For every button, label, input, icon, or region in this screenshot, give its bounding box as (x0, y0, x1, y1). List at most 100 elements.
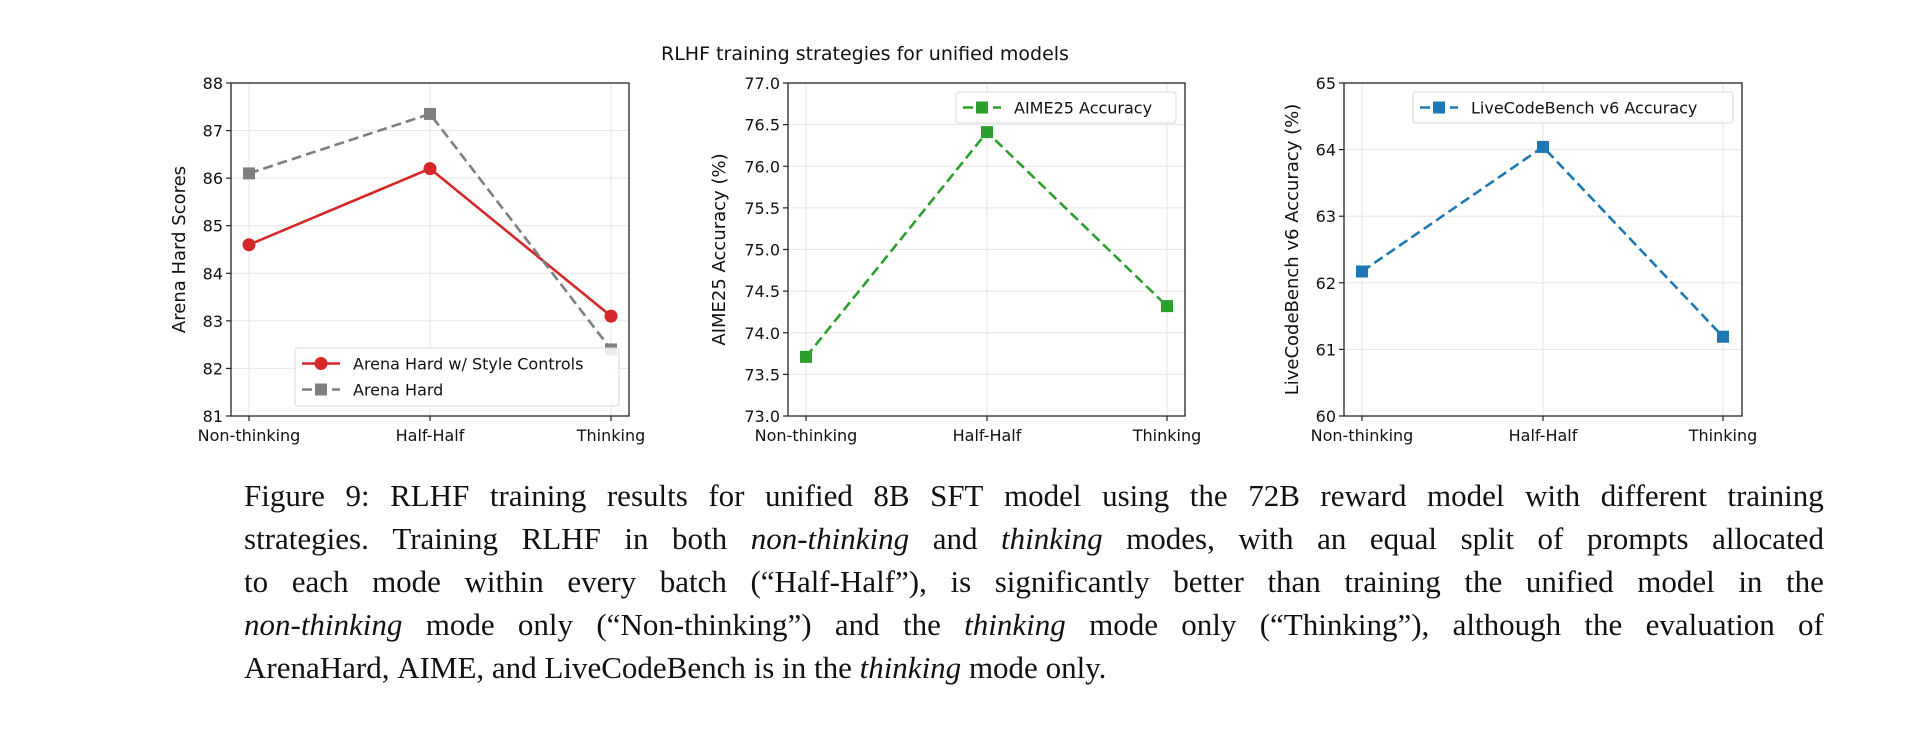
caption-word: strategies. (244, 517, 369, 560)
x-tick-label: Non-thinking (1311, 426, 1414, 445)
y-tick-label: 86 (203, 169, 223, 188)
caption-word: of (1798, 603, 1824, 646)
caption-text: of (1798, 607, 1824, 642)
caption-text: the (902, 607, 941, 642)
caption-word: equal (1370, 517, 1437, 560)
caption-text: mode (968, 650, 1038, 685)
y-axis-label: AIME25 Accuracy (%) (709, 153, 730, 345)
caption-word: the (1190, 474, 1228, 517)
caption-line: non-thinking mode only (“Non-thinking”) and t… (244, 603, 1824, 646)
caption-text: the (1584, 607, 1623, 642)
y-tick-label: 65 (1316, 74, 1336, 93)
caption-text: prompts (1586, 521, 1689, 556)
caption-text: of (1537, 521, 1564, 556)
caption-text: 9: (345, 478, 370, 513)
caption-text: modes, (1126, 521, 1215, 556)
caption-word: 9: (345, 474, 369, 517)
data-point (424, 107, 436, 120)
caption-text: model (1637, 564, 1715, 599)
y-tick-label: 60 (1316, 407, 1336, 426)
caption-text: AIME, (397, 650, 485, 685)
x-tick-label: Half-Half (396, 426, 465, 445)
figure-plots: RLHF training strategies for unified mod… (169, 43, 1758, 445)
legend-label: LiveCodeBench v6 Accuracy (1471, 99, 1697, 118)
caption-text: mode (1089, 607, 1158, 642)
y-tick-label: 81 (203, 407, 223, 426)
y-tick-label: 85 (203, 217, 223, 236)
chart-2: 73.0 73.5 74.0 74.5 75.0 75.5 76.0 76.5 77.0 Non-… (709, 74, 1201, 445)
caption-text: training (1344, 564, 1441, 599)
figure-suptitle: RLHF training strategies for unified mod… (661, 43, 1069, 65)
caption-word: 8B (873, 474, 909, 517)
caption-word: (“Half-Half”), (750, 560, 926, 603)
y-tick-label: 74.5 (744, 282, 780, 301)
caption-word: prompts (1587, 517, 1689, 560)
caption-text: strategies. (244, 521, 369, 556)
caption-word: is (950, 560, 971, 603)
caption-text: than (1267, 564, 1321, 599)
caption-text: training (489, 478, 587, 513)
caption-word: training (490, 474, 586, 517)
caption-word: only (518, 603, 573, 646)
caption-text: only (1181, 607, 1237, 642)
caption-text: in (1738, 564, 1763, 599)
legend-label: AIME25 Accuracy (1014, 99, 1152, 118)
caption-line: strategies. Training RLHF in both non-thinkin… (244, 517, 1824, 560)
caption-word: Training (392, 517, 498, 560)
caption-text: RLHF (390, 478, 470, 513)
data-point (604, 309, 618, 323)
legend-marker (315, 383, 327, 396)
caption-text: evaluation (1645, 607, 1775, 642)
caption-word: with (1238, 517, 1293, 560)
data-point (1537, 140, 1549, 153)
caption-text: (“Non-thinking”) (596, 607, 812, 642)
caption-text: in (624, 521, 649, 556)
caption-word: ArenaHard, (244, 646, 389, 689)
caption-word: RLHF (522, 517, 601, 560)
caption-text: mode (425, 607, 495, 642)
y-tick-label: 82 (203, 359, 223, 378)
caption-emphasis: non-thinking (244, 607, 403, 642)
caption-text: (“Thinking”), (1259, 607, 1430, 642)
x-tick-label: Thinking (1688, 426, 1758, 445)
caption-emphasis: thinking (859, 650, 962, 685)
caption-text: training (1727, 478, 1824, 513)
caption-word: the (814, 646, 852, 689)
caption-text: with (1238, 521, 1294, 556)
caption-word: unified (1526, 560, 1614, 603)
y-tick-label: 61 (1316, 340, 1336, 359)
y-tick-label: 64 (1316, 141, 1336, 160)
caption-word: significantly (995, 560, 1150, 603)
caption-word: better (1173, 560, 1244, 603)
caption-text: the (813, 650, 852, 685)
caption-word: SFT (930, 474, 983, 517)
caption-text: to (244, 564, 269, 599)
caption-text: LiveCodeBench (544, 650, 746, 685)
caption-text: SFT (930, 478, 984, 513)
caption-text: better (1173, 564, 1244, 599)
caption-word: unified (765, 474, 853, 517)
caption-word: within (465, 560, 544, 603)
y-tick-label: 75.0 (744, 241, 780, 260)
y-tick-label: 77.0 (744, 74, 780, 93)
axes-frame (230, 82, 630, 417)
caption-word: and (933, 517, 978, 560)
caption-word: Figure (244, 474, 325, 517)
x-tick-label: Non-thinking (755, 426, 858, 445)
y-tick-label: 74.0 (744, 324, 780, 343)
caption-text: the (1786, 564, 1824, 599)
legend: AIME25 Accuracy (955, 91, 1177, 124)
caption-word: every (567, 560, 636, 603)
caption-line: Figure 9: RLHF training results for unified 8B S… (244, 474, 1824, 517)
caption-text: mode (372, 564, 441, 599)
caption-text: different (1600, 478, 1707, 513)
caption-text: significantly (994, 564, 1150, 599)
caption-word: the (1786, 560, 1824, 603)
caption-word: the (903, 603, 941, 646)
caption-text: and (834, 607, 880, 642)
caption-text: and (932, 521, 978, 556)
caption-word: split (1461, 517, 1514, 560)
caption-word: of (1538, 517, 1564, 560)
caption-text: is (950, 564, 972, 599)
legend: Arena Hard w/ Style Controls Arena Hard (294, 347, 620, 407)
